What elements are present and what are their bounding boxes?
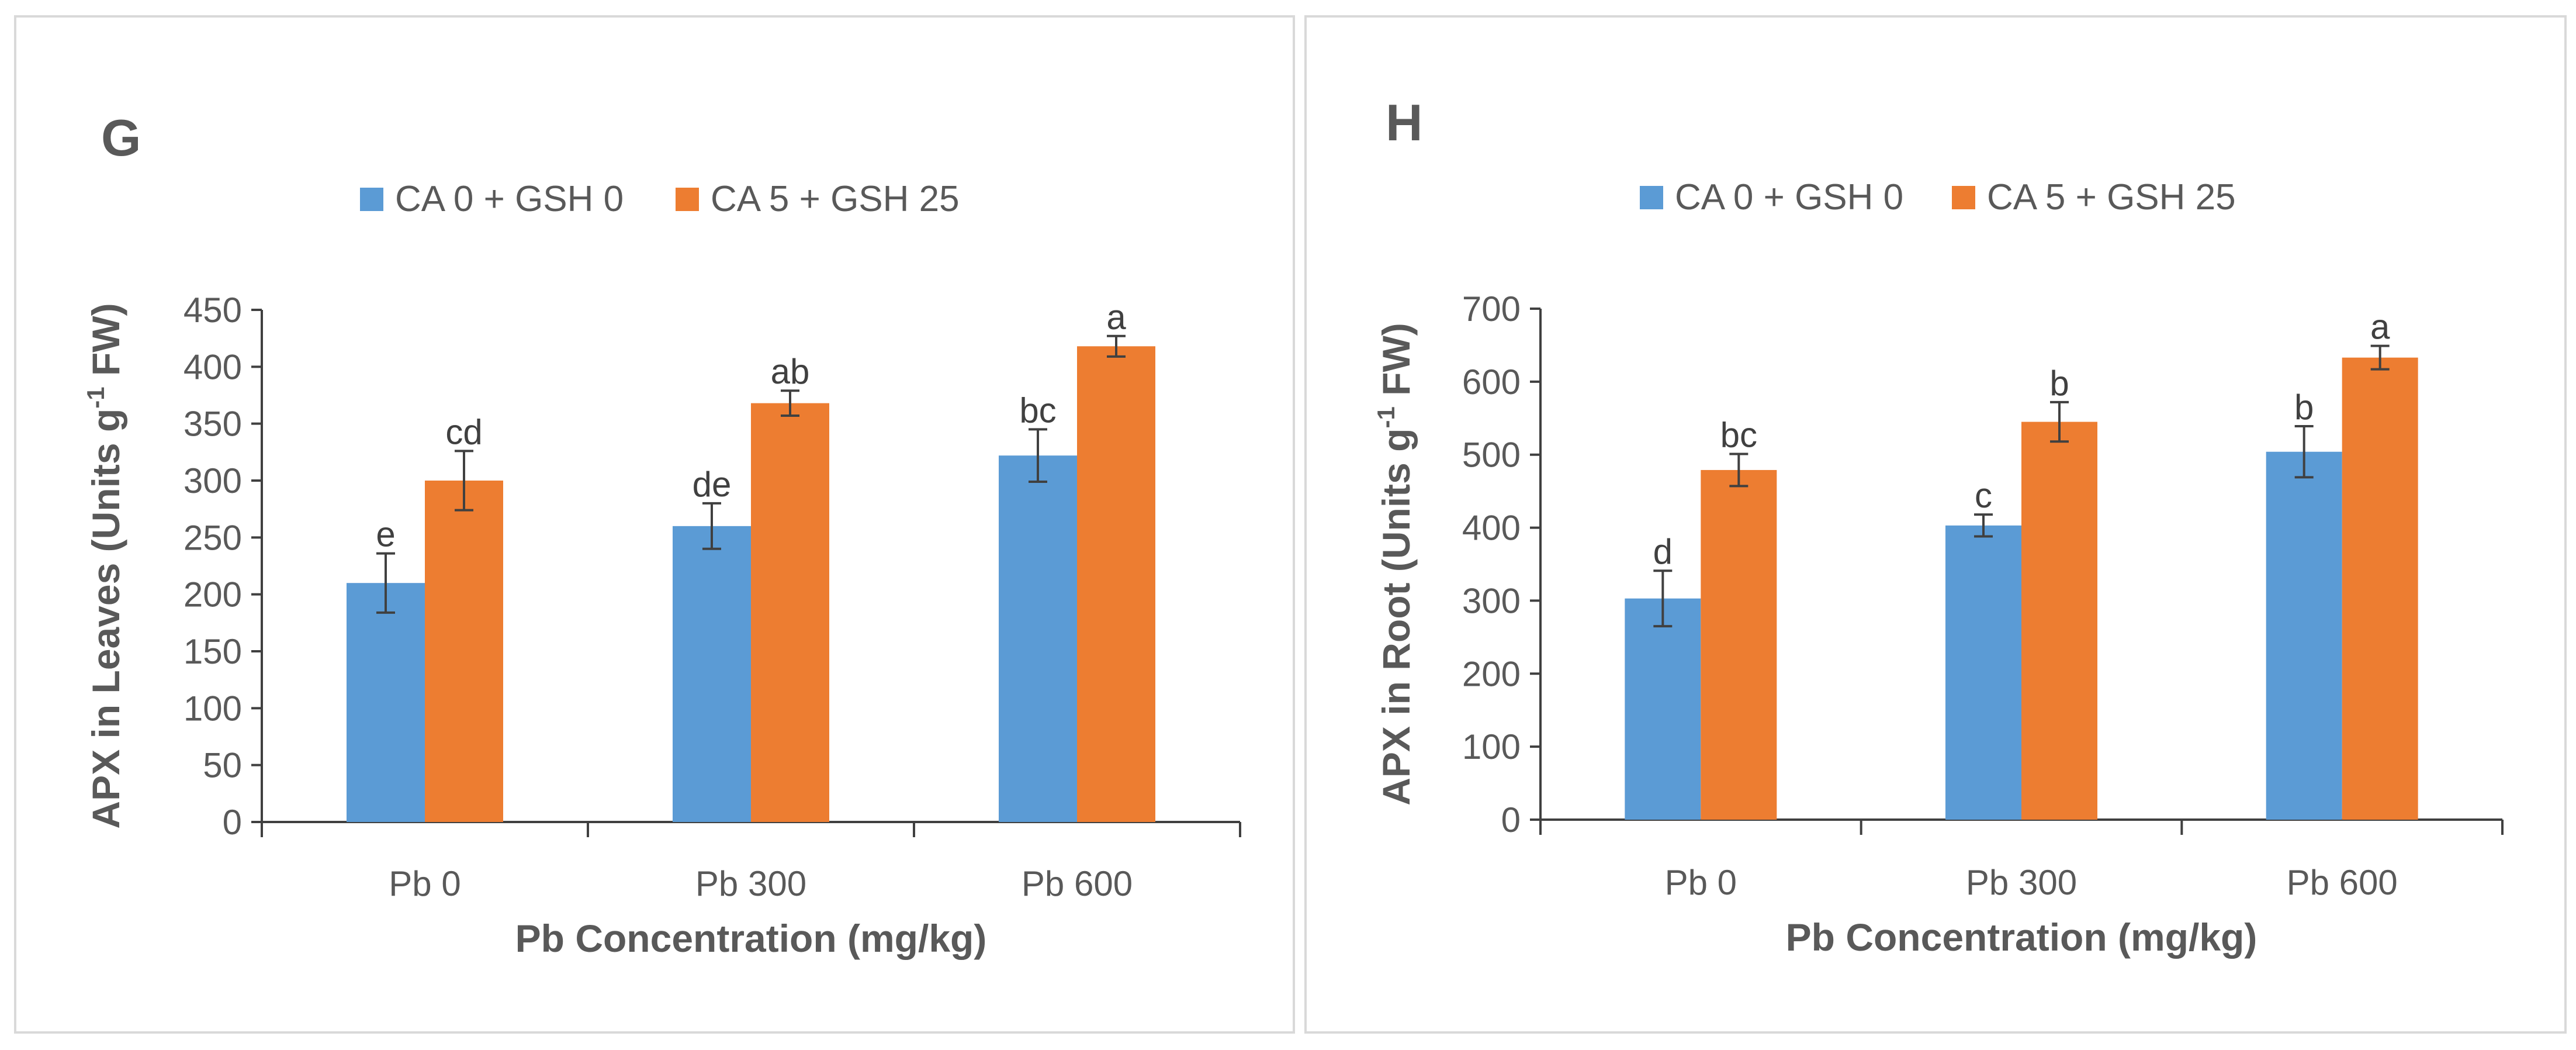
significance-letter: cd [445, 412, 482, 451]
legend-swatch [676, 188, 699, 211]
legend-label: CA 0 + GSH 0 [395, 179, 624, 219]
y-tick-label: 150 [183, 632, 242, 671]
error-bar [2050, 400, 2069, 443]
bar [1077, 346, 1155, 822]
bar [1701, 469, 1777, 820]
x-tick-label: Pb 300 [1966, 863, 2077, 902]
error-bar [376, 552, 395, 614]
bar [2021, 422, 2097, 820]
legend: CA 0 + GSH 0 CA 5 + GSH 25 [1640, 177, 2236, 217]
y-tick-label: 350 [183, 405, 242, 444]
bar [751, 403, 829, 822]
x-axis: Pb 0 Pb 300 Pb 600 [1539, 818, 2504, 902]
bar [2266, 451, 2342, 820]
legend-label: CA 5 + GSH 25 [1987, 177, 2236, 217]
y-tick-label: 250 [183, 518, 242, 557]
legend-label: CA 5 + GSH 25 [711, 179, 960, 219]
legend-label: CA 0 + GSH 0 [1675, 177, 1903, 217]
bar [1625, 598, 1701, 820]
legend: CA 0 + GSH 0 CA 5 + GSH 25 [360, 179, 960, 219]
bar-chart-g: G CA 0 + GSH 0 CA 5 + GSH 25 0 50 100 150 200 25… [82, 109, 1241, 960]
y-tick-label: 200 [183, 575, 242, 614]
y-tick-label: 450 [183, 291, 242, 330]
y-tick-label: 300 [183, 461, 242, 500]
y-tick-label: 300 [1462, 581, 1521, 620]
error-bar [1653, 569, 1673, 628]
y-tick-label: 600 [1462, 362, 1521, 402]
chart-panel-h: H CA 0 + GSH 0 CA 5 + GSH 25 0 100 200 300 400 5… [1304, 15, 2567, 1034]
significance-letter: ab [771, 352, 810, 391]
y-axis-title: APX in Leaves (Units g-1 FW) [82, 303, 127, 828]
y-tick-label: 200 [1462, 654, 1521, 693]
significance-letter: a [2370, 308, 2390, 347]
significance-letter: b [2049, 364, 2069, 403]
y-tick-label: 50 [203, 746, 242, 785]
x-axis: Pb 0 Pb 300 Pb 600 [261, 821, 1241, 903]
y-tick-label: 400 [1462, 509, 1521, 548]
bar-chart-h: H CA 0 + GSH 0 CA 5 + GSH 25 0 100 200 300 400 5… [1372, 94, 2504, 959]
bar [1945, 525, 2021, 820]
significance-letter: e [376, 515, 395, 554]
x-tick-label: Pb 600 [1022, 864, 1133, 903]
x-tick-label: Pb 0 [1665, 863, 1737, 902]
significance-letter: bc [1720, 415, 1757, 454]
bar [425, 481, 503, 822]
error-bar [781, 389, 799, 417]
panel-label: G [101, 109, 141, 167]
error-bar [1107, 334, 1126, 358]
error-bar [1974, 513, 1993, 538]
legend-swatch [1640, 186, 1663, 209]
y-tick-label: 100 [1462, 727, 1521, 766]
x-axis-title: Pb Concentration (mg/kg) [1786, 916, 2258, 959]
error-bar [2370, 344, 2390, 371]
x-tick-label: Pb 0 [389, 864, 461, 903]
error-bar [2294, 425, 2314, 479]
y-tick-label: 500 [1462, 436, 1521, 475]
y-tick-label: 0 [1501, 800, 1521, 840]
error-bar [1029, 428, 1047, 483]
x-tick-label: Pb 600 [2287, 863, 2398, 902]
x-axis-title: Pb Concentration (mg/kg) [515, 917, 987, 960]
y-tick-label: 100 [183, 689, 242, 728]
error-bar [1729, 453, 1749, 488]
bar [2342, 357, 2418, 820]
panel-label: H [1386, 94, 1423, 151]
error-bar [702, 502, 721, 550]
y-tick-label: 0 [223, 803, 242, 842]
y-tick-label: 400 [183, 347, 242, 386]
significance-letter: bc [1019, 391, 1056, 430]
y-axis: 0 50 100 150 200 250 300 350 400 450 [183, 291, 263, 842]
y-axis-title: APX in Root (Units g-1 FW) [1372, 323, 1418, 806]
bar [673, 526, 751, 822]
significance-letter: c [1975, 476, 1992, 515]
bar [999, 455, 1077, 822]
significance-letter: d [1653, 532, 1673, 571]
error-bar [455, 450, 473, 512]
bar [347, 583, 425, 822]
chart-panel-g: G CA 0 + GSH 0 CA 5 + GSH 25 0 50 100 150 200 25… [14, 15, 1295, 1034]
significance-letter: a [1106, 298, 1126, 337]
x-tick-label: Pb 300 [695, 864, 806, 903]
y-axis: 0 100 200 300 400 500 600 700 [1462, 289, 1542, 840]
legend-swatch [1952, 186, 1975, 209]
legend-swatch [360, 188, 383, 211]
significance-letter: b [2294, 388, 2314, 427]
significance-letter: de [693, 465, 732, 504]
y-tick-label: 700 [1462, 289, 1521, 329]
